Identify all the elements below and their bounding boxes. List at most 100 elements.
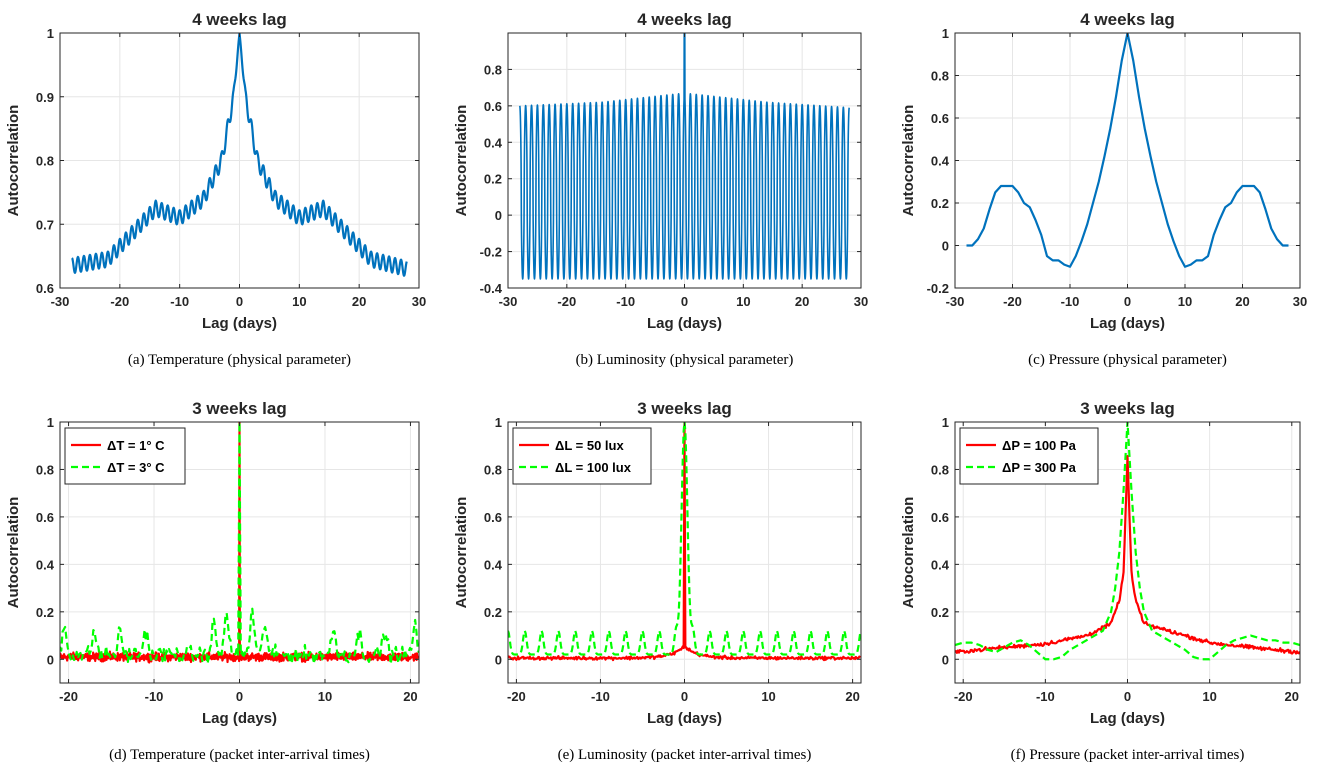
y-tick-label: 0.4 — [484, 135, 503, 150]
subfigure-caption: (f) Pressure (packet inter-arrival times… — [1011, 747, 1245, 763]
x-tick-label: -10 — [591, 689, 610, 704]
chart-title: 3 weeks lag — [1080, 399, 1175, 418]
legend-box — [512, 427, 652, 485]
x-tick-label: 20 — [1235, 294, 1249, 309]
y-axis-label: Autocorrelation — [900, 105, 917, 217]
legend: ΔT = 1° C ΔT = 3° C — [64, 427, 186, 485]
x-axis-label: Lag (days) — [647, 315, 722, 332]
y-tick-label: 0.2 — [484, 605, 502, 620]
series-group — [518, 33, 851, 280]
y-tick-label: 1 — [495, 415, 502, 430]
legend-label: ΔT = 3° C — [107, 460, 165, 475]
x-tick-label: 10 — [1178, 294, 1192, 309]
x-tick-label: -20 — [507, 689, 526, 704]
y-tick-label: 0.9 — [36, 90, 54, 105]
series-line-1 — [518, 33, 851, 280]
x-tick-label: -10 — [616, 294, 635, 309]
y-tick-label: 0.6 — [36, 281, 54, 296]
y-tick-label: 0.8 — [484, 462, 502, 477]
y-tick-label: 0.6 — [484, 99, 502, 114]
y-tick-label: 0.8 — [36, 462, 54, 477]
x-tick-label: 10 — [318, 689, 332, 704]
x-tick-label: 0 — [681, 294, 688, 309]
y-tick-label: 0 — [942, 652, 949, 667]
x-tick-label: -30 — [499, 294, 518, 309]
y-axis-label: Autocorrelation — [900, 497, 917, 609]
legend: ΔL = 50 lux ΔL = 100 lux — [512, 427, 652, 485]
chart-title: 3 weeks lag — [637, 399, 732, 418]
y-tick-label: -0.4 — [480, 281, 503, 296]
y-tick-label: 1 — [942, 26, 949, 41]
legend-box — [959, 427, 1099, 485]
chart-4: -20 -10 0 10 20 0 0.2 0.4 0.6 0.8 1 3 weeks lag Lag … — [5, 399, 420, 763]
y-tick-label: 0 — [495, 208, 502, 223]
series-line-2 — [508, 422, 861, 656]
series-line-2 — [60, 422, 419, 666]
x-tick-label: 10 — [292, 294, 306, 309]
chart-6: -20 -10 0 10 20 0 0.2 0.4 0.6 0.8 1 3 weeks lag Lag … — [900, 399, 1301, 763]
y-tick-label: 0.6 — [931, 510, 949, 525]
series-group — [60, 422, 419, 666]
series-group — [508, 422, 861, 662]
x-tick-label: -20 — [954, 689, 973, 704]
x-tick-label: 10 — [761, 689, 775, 704]
series-line-1 — [60, 422, 419, 664]
y-tick-label: 1 — [47, 26, 54, 41]
y-tick-label: 0.6 — [36, 510, 54, 525]
x-tick-label: 20 — [795, 294, 809, 309]
x-axis-label: Lag (days) — [1090, 710, 1165, 727]
x-tick-label: -10 — [145, 689, 164, 704]
x-axis-label: Lag (days) — [202, 710, 277, 727]
y-tick-label: 0 — [495, 652, 502, 667]
x-tick-label: 0 — [681, 689, 688, 704]
y-tick-label: -0.2 — [480, 245, 502, 260]
x-tick-label: 0 — [236, 294, 243, 309]
y-tick-label: 0.2 — [484, 172, 502, 187]
x-tick-label: 30 — [412, 294, 426, 309]
x-tick-label: 0 — [236, 689, 243, 704]
y-tick-label: 0.4 — [931, 154, 950, 169]
x-tick-label: 20 — [403, 689, 417, 704]
chart-5: -20 -10 0 10 20 0 0.2 0.4 0.6 0.8 1 3 weeks lag Lag … — [453, 399, 862, 763]
subfigure-caption: (b) Luminosity (physical parameter) — [576, 352, 794, 368]
y-tick-label: 0.4 — [484, 557, 503, 572]
subfigure-caption: (a) Temperature (physical parameter) — [128, 352, 351, 368]
x-tick-label: 10 — [1202, 689, 1216, 704]
y-tick-label: 1 — [942, 415, 949, 430]
y-tick-label: 0 — [47, 652, 54, 667]
y-axis-label: Autocorrelation — [453, 105, 470, 217]
y-axis-label: Autocorrelation — [5, 497, 22, 609]
chart-title: 3 weeks lag — [192, 399, 287, 418]
x-tick-label: 0 — [1124, 294, 1131, 309]
x-tick-label: -20 — [1003, 294, 1022, 309]
series-group — [966, 33, 1289, 268]
x-axis-label: Lag (days) — [1090, 315, 1165, 332]
x-tick-label: -30 — [946, 294, 965, 309]
y-tick-label: -0.2 — [927, 281, 949, 296]
y-axis-label: Autocorrelation — [5, 105, 22, 217]
x-tick-label: 20 — [1285, 689, 1299, 704]
legend-label: ΔT = 1° C — [107, 438, 165, 453]
y-tick-label: 0.2 — [931, 196, 949, 211]
x-axis-label: Lag (days) — [202, 315, 277, 332]
legend-label: ΔL = 50 lux — [555, 438, 624, 453]
series-group — [955, 422, 1300, 661]
chart-title: 4 weeks lag — [637, 10, 732, 29]
legend-label: ΔP = 100 Pa — [1002, 438, 1077, 453]
x-tick-label: -20 — [110, 294, 129, 309]
subfigure-caption: (d) Temperature (packet inter-arrival ti… — [109, 747, 370, 763]
y-tick-label: 0.7 — [36, 217, 54, 232]
chart-title: 4 weeks lag — [192, 10, 287, 29]
chart-title: 4 weeks lag — [1080, 10, 1175, 29]
legend-box — [64, 427, 186, 485]
y-tick-label: 0.4 — [931, 557, 950, 572]
legend-label: ΔL = 100 lux — [555, 460, 632, 475]
y-tick-label: 0.8 — [931, 462, 949, 477]
y-tick-label: 0.8 — [484, 62, 502, 77]
subfigure-caption: (c) Pressure (physical parameter) — [1028, 352, 1227, 368]
chart-2: -30 -20 -10 0 10 20 30 -0.4 -0.2 0 0.2 0.4 0.6 0.8 4 w… — [453, 10, 868, 368]
x-tick-label: 30 — [854, 294, 868, 309]
y-tick-label: 0.4 — [36, 557, 55, 572]
chart-1: -30 -20 -10 0 10 20 30 0.6 0.7 0.8 0.9 1 4 weeks lag… — [5, 10, 426, 368]
